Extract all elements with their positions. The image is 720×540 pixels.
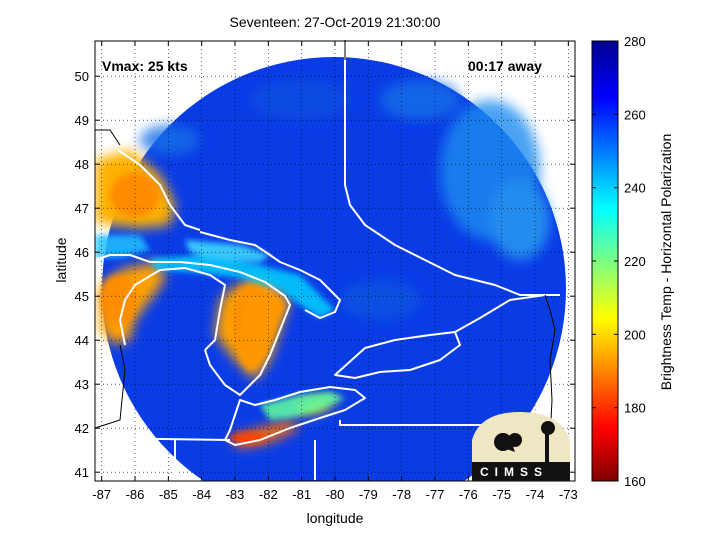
- x-tick-label: -83: [226, 487, 245, 502]
- y-tick-label: 49: [75, 113, 89, 128]
- x-tick-label: -73: [559, 487, 578, 502]
- y-tick-label: 41: [75, 465, 89, 480]
- x-tick-label: -85: [159, 487, 178, 502]
- colorbar-tick-label: 160: [624, 474, 646, 489]
- y-tick-label: 47: [75, 201, 89, 216]
- x-tick-label: -74: [526, 487, 545, 502]
- colorbar-tick-label: 200: [624, 327, 646, 342]
- y-tick-label: 43: [75, 377, 89, 392]
- coastlines: [95, 41, 560, 480]
- y-tick-label: 48: [75, 157, 89, 172]
- x-tick-label: -80: [326, 487, 345, 502]
- x-tick-label: -84: [192, 487, 211, 502]
- logo-text: CIMSS: [480, 465, 548, 479]
- time-away-annotation: 00:17 away: [468, 58, 542, 74]
- colorbar-tick-label: 280: [624, 34, 646, 49]
- colorbar-tick-label: 180: [624, 401, 646, 416]
- radar-swath: [95, 57, 566, 481]
- y-tick-label: 42: [75, 421, 89, 436]
- y-tick-label: 45: [75, 289, 89, 304]
- plot-title: Seventeen: 27-Oct-2019 21:30:00: [229, 14, 441, 30]
- colorbar-tick-label: 260: [624, 107, 646, 122]
- swath-texture: [140, 80, 550, 320]
- y-axis-label: latitude: [53, 237, 69, 283]
- colorbar-ticks: 160 180 200 220 240 260 280: [592, 34, 646, 489]
- x-axis-label: longitude: [306, 510, 364, 526]
- x-tick-label: -77: [426, 487, 445, 502]
- y-tick-label: 50: [75, 69, 89, 84]
- x-tick-label: -87: [92, 487, 111, 502]
- x-tick-label: -86: [126, 487, 145, 502]
- outer-borders: [94, 40, 556, 441]
- axis-ticks: -87 -86 -85 -84 -83 -82 -81 -80 -79 -78 -77 -76 -75-…: [75, 41, 578, 502]
- x-tick-label: -81: [292, 487, 311, 502]
- vmax-annotation: Vmax: 25 kts: [102, 58, 188, 74]
- x-tick-label: -82: [259, 487, 278, 502]
- colorbar-tick-label: 220: [624, 254, 646, 269]
- x-tick-label: -75: [492, 487, 511, 502]
- colorbar: [591, 40, 619, 482]
- y-tick-label: 46: [75, 245, 89, 260]
- x-tick-label: -76: [459, 487, 478, 502]
- colorbar-tick-label: 240: [624, 181, 646, 196]
- grid-lines: [95, 41, 575, 481]
- x-tick-label: -79: [359, 487, 378, 502]
- cimss-logo: CIMSS: [472, 412, 570, 481]
- colorbar-label: Brightness Temp - Horizontal Polarizatio…: [658, 133, 674, 391]
- y-tick-label: 44: [75, 333, 89, 348]
- x-tick-label: -78: [392, 487, 411, 502]
